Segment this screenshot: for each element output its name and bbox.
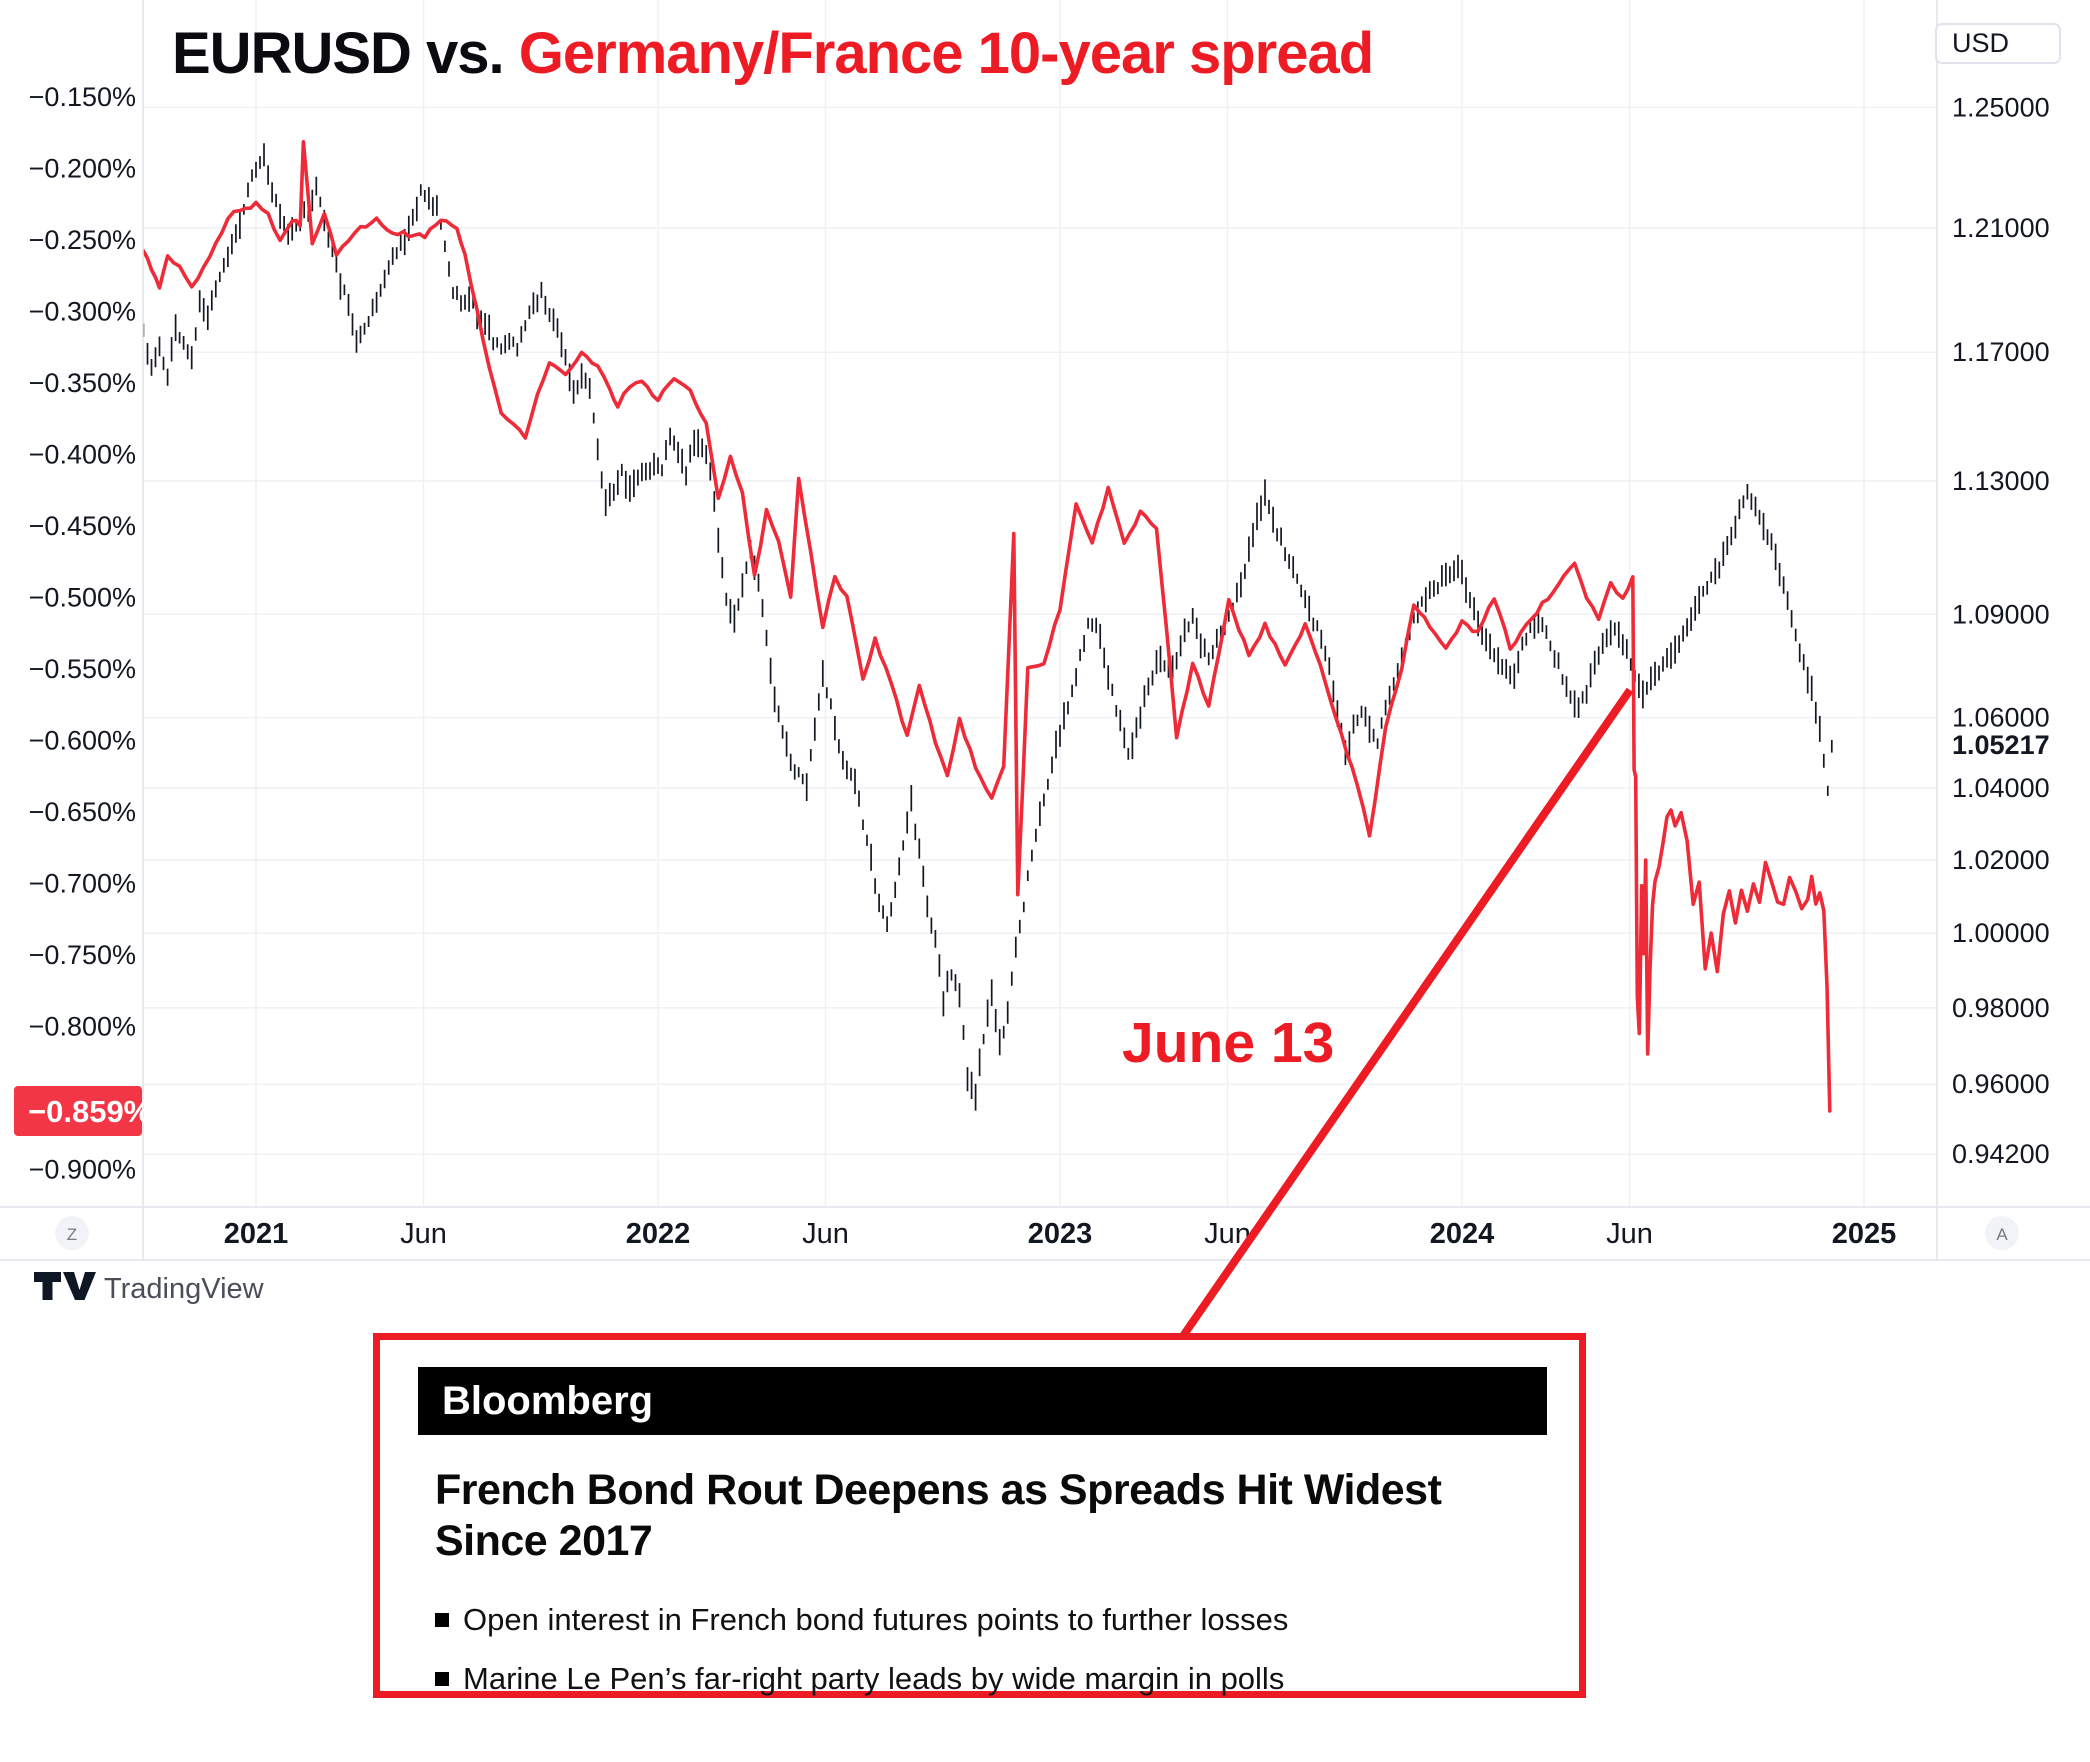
badge-value: −0.859%: [28, 1094, 151, 1129]
time-axis-tick: 2021: [224, 1218, 289, 1250]
tradingview-logo[interactable]: TradingView: [34, 1272, 265, 1305]
news-headline: French Bond Rout Deepens as Spreads Hit …: [435, 1466, 1442, 1565]
right-axis-tick: 1.06000: [1952, 703, 2050, 733]
autoscale-button[interactable]: A: [1985, 1216, 2019, 1250]
left-axis-tick: −0.300%: [29, 297, 136, 327]
current-price-label: 1.05217: [1952, 730, 2050, 760]
autoscale-button-label: A: [1996, 1225, 2008, 1244]
chart-title: EURUSD vs. Germany/France 10-year spread: [172, 20, 1374, 87]
time-axis-tick: 2024: [1430, 1218, 1495, 1250]
time-axis-tick: Jun: [802, 1218, 849, 1250]
right-axis-tick: 1.04000: [1952, 773, 2050, 803]
news-bullet: Open interest in French bond futures poi…: [435, 1602, 1539, 1638]
tradingview-logo-text: TradingView: [104, 1273, 265, 1305]
right-axis-tick: 1.17000: [1952, 337, 2050, 367]
left-axis-tick: −0.200%: [29, 154, 136, 184]
time-axis-tick: 2022: [626, 1218, 691, 1250]
left-axis-tick: −0.400%: [29, 440, 136, 470]
news-card: Bloomberg French Bond Rout Deepens as Sp…: [373, 1333, 1586, 1698]
right-axis-tick: 1.25000: [1952, 93, 2050, 123]
currency-label: USD: [1952, 28, 2009, 58]
news-source-bar: Bloomberg: [418, 1367, 1547, 1435]
grid-lines: [143, 0, 1937, 1207]
left-axis-tick: −0.450%: [29, 511, 136, 541]
left-axis-tick: −0.800%: [29, 1012, 136, 1042]
right-axis-tick: 1.02000: [1952, 845, 2050, 875]
left-axis-tick: −0.750%: [29, 940, 136, 970]
right-axis-tick: 1.13000: [1952, 466, 2050, 496]
left-axis-tick: −0.600%: [29, 726, 136, 756]
timezone-button[interactable]: Z: [55, 1216, 89, 1250]
right-axis-tick: 1.09000: [1952, 599, 2050, 629]
left-axis-tick: −0.650%: [29, 797, 136, 827]
right-axis-tick: 1.21000: [1952, 213, 2050, 243]
left-axis-tick: −0.700%: [29, 869, 136, 899]
left-axis-tick: −0.150%: [29, 82, 136, 112]
left-axis-tick: −0.250%: [29, 225, 136, 255]
june13-label: June 13: [1122, 1011, 1334, 1075]
tradingview-logo-icon: [34, 1272, 96, 1300]
time-axis-tick: 2023: [1028, 1218, 1093, 1250]
left-axis-tick: −0.550%: [29, 654, 136, 684]
spread-last-value-badge: −0.859%: [14, 1086, 151, 1136]
right-axis-tick: 0.98000: [1952, 993, 2050, 1023]
timezone-button-label: Z: [67, 1225, 77, 1244]
right-price-axis[interactable]: 1.25000 1.21000 1.17000 1.13000 1.09000 1.060…: [1952, 93, 2050, 1170]
time-axis[interactable]: 2021 Jun 2022 Jun 2023 Jun 2024 Jun 2025: [224, 1218, 1897, 1250]
left-axis-tick: −0.900%: [29, 1155, 136, 1185]
news-bullet-list: Open interest in French bond futures poi…: [435, 1602, 1539, 1697]
spread-series: [143, 140, 1832, 1113]
left-price-axis[interactable]: −0.150% −0.200% −0.250% −0.300% −0.350% −0.40…: [29, 82, 136, 1185]
bullet-square-icon: [435, 1613, 449, 1628]
currency-label-box[interactable]: USD: [1935, 23, 2061, 64]
time-axis-tick: Jun: [400, 1218, 447, 1250]
june13-callout-line: [1179, 687, 1634, 1339]
bullet-square-icon: [435, 1672, 449, 1687]
news-bullet: Marine Le Pen’s far-right party leads by…: [435, 1661, 1539, 1697]
right-axis-tick: 1.00000: [1952, 918, 2050, 948]
right-axis-tick: 0.94200: [1952, 1139, 2050, 1169]
left-axis-tick: −0.350%: [29, 368, 136, 398]
eurusd-series: [143, 143, 1833, 1111]
series-layer: [143, 140, 1833, 1113]
time-axis-tick: Jun: [1606, 1218, 1653, 1250]
chart-title-highlight: Germany/France 10-year spread: [518, 21, 1374, 86]
left-axis-tick: −0.500%: [29, 583, 136, 613]
right-axis-tick: 0.96000: [1952, 1069, 2050, 1099]
chart-title-prefix: EURUSD vs.: [172, 21, 519, 86]
pane-borders: [0, 0, 2090, 1261]
time-axis-tick: 2025: [1832, 1218, 1897, 1250]
